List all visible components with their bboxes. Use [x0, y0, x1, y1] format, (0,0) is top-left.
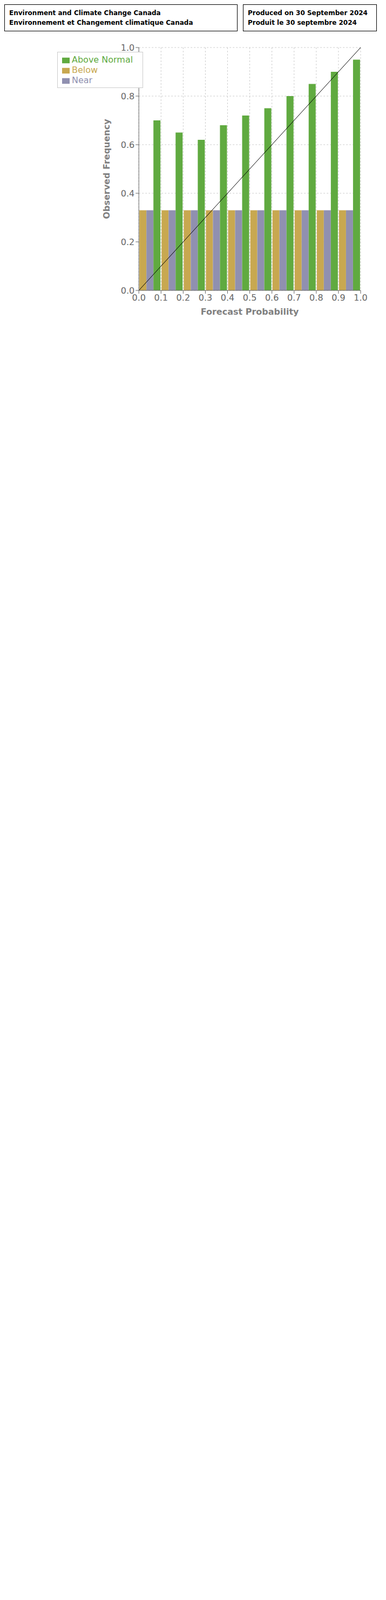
- svg-text:0.6: 0.6: [120, 139, 135, 151]
- svg-text:0.3: 0.3: [198, 292, 213, 303]
- svg-text:0.8: 0.8: [120, 91, 135, 102]
- html-text:Environnement et Changement cl: Environnement et Changement climatique C…: [9, 18, 193, 27]
- svg-text:0.2: 0.2: [176, 292, 191, 303]
- svg-text:0.6: 0.6: [265, 292, 279, 303]
- svg-text:0.0: 0.0: [120, 285, 135, 296]
- html-text:Environment and Climate Change: Environment and Climate Change Canada: [9, 9, 161, 17]
- svg-text:1.0: 1.0: [353, 292, 368, 303]
- svg-text:0.4: 0.4: [220, 292, 235, 303]
- html-text:Below: Below: [71, 64, 98, 76]
- html-text:Produced on 30 September 2024: Produced on 30 September 2024: [247, 9, 368, 17]
- svg-text:Observed Frequency: Observed Frequency: [101, 118, 112, 220]
- svg-text:0.5: 0.5: [242, 292, 257, 303]
- html-text:Above Normal: Above Normal: [71, 54, 133, 65]
- svg-text:0.7: 0.7: [287, 292, 301, 303]
- svg-text:0.8: 0.8: [309, 292, 323, 303]
- html-text:Produit le 30 septembre 2024: Produit le 30 septembre 2024: [247, 18, 357, 27]
- svg-text:0.4: 0.4: [120, 188, 135, 199]
- svg-text:Forecast Probability: Forecast Probability: [200, 306, 300, 317]
- svg-text:0.2: 0.2: [120, 236, 135, 248]
- svg-text:0.9: 0.9: [331, 292, 345, 303]
- svg-text:1.0: 1.0: [120, 42, 135, 53]
- html-text:Near: Near: [71, 75, 93, 86]
- svg-text:0.1: 0.1: [154, 292, 168, 303]
- svg-text:0.0: 0.0: [131, 292, 146, 304]
